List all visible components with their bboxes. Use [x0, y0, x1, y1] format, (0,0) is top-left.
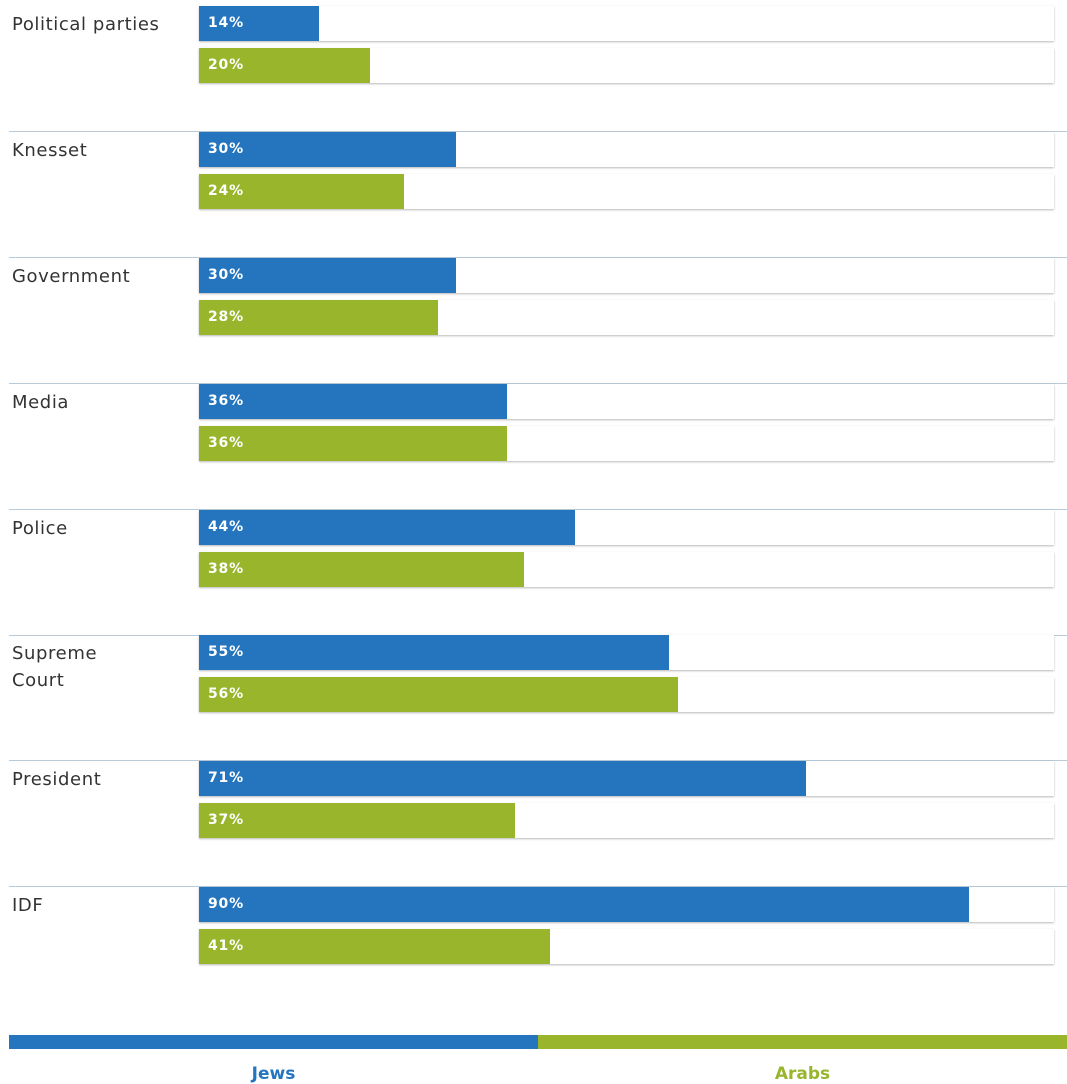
- category-label: President: [12, 766, 182, 793]
- bar-jews: 36%: [199, 384, 507, 419]
- bar-track: 30%: [199, 132, 1054, 167]
- category-row: Government 30% 28%: [9, 258, 1067, 384]
- bar-track: 56%: [199, 677, 1054, 712]
- bar-value-label: 37%: [208, 812, 244, 828]
- category-label-line: Knesset: [12, 140, 88, 161]
- bar-value-label: 36%: [208, 393, 244, 409]
- bar-track: 44%: [199, 510, 1054, 545]
- bar-value-label: 71%: [208, 770, 244, 786]
- bar-arabs: 28%: [199, 300, 438, 335]
- bar-track: 38%: [199, 552, 1054, 587]
- bar-value-label: 38%: [208, 561, 244, 577]
- bar-value-label: 30%: [208, 267, 244, 283]
- legend-swatch-jews: [9, 1035, 538, 1049]
- bar-track: 71%: [199, 761, 1054, 796]
- bar-value-label: 28%: [208, 309, 244, 325]
- bar-arabs: 24%: [199, 174, 404, 209]
- bar-track: 20%: [199, 48, 1054, 83]
- bar-track: 41%: [199, 929, 1054, 964]
- category-label: Government: [12, 263, 182, 290]
- bar-jews: 30%: [199, 258, 456, 293]
- bar-value-label: 41%: [208, 938, 244, 954]
- bar-jews: 55%: [199, 635, 669, 670]
- category-label: Political parties: [12, 11, 182, 38]
- bar-value-label: 20%: [208, 57, 244, 73]
- category-label-line: IDF: [12, 895, 44, 916]
- bar-arabs: 37%: [199, 803, 515, 838]
- category-row: IDF 90% 41%: [9, 887, 1067, 1013]
- bar-value-label: 14%: [208, 15, 244, 31]
- bar-track: 36%: [199, 384, 1054, 419]
- bar-value-label: 30%: [208, 141, 244, 157]
- bar-arabs: 56%: [199, 677, 678, 712]
- bar-arabs: 20%: [199, 48, 370, 83]
- category-label-line: Supreme: [12, 643, 98, 664]
- legend-item-jews: Jews: [9, 1035, 538, 1084]
- bar-value-label: 56%: [208, 686, 244, 702]
- bar-arabs: 38%: [199, 552, 524, 587]
- bar-value-label: 36%: [208, 435, 244, 451]
- bar-track: 37%: [199, 803, 1054, 838]
- bar-track: 36%: [199, 426, 1054, 461]
- bar-jews: 44%: [199, 510, 575, 545]
- category-label: Media: [12, 389, 182, 416]
- category-label: Knesset: [12, 137, 182, 164]
- category-label-line: Political parties: [12, 14, 160, 35]
- category-row: Police 44% 38%: [9, 510, 1067, 636]
- category-label-line: Media: [12, 392, 70, 413]
- bar-arabs: 36%: [199, 426, 507, 461]
- bar-jews: 14%: [199, 6, 319, 41]
- bar-value-label: 55%: [208, 644, 244, 660]
- category-row: Supreme Court 55% 56%: [9, 635, 1067, 761]
- bar-track: 90%: [199, 887, 1054, 922]
- legend-item-arabs: Arabs: [538, 1035, 1067, 1084]
- bar-jews: 71%: [199, 761, 806, 796]
- bar-value-label: 24%: [208, 183, 244, 199]
- legend-swatch-arabs: [538, 1035, 1067, 1049]
- bar-track: 24%: [199, 174, 1054, 209]
- bar-value-label: 90%: [208, 896, 244, 912]
- category-label-line: President: [12, 769, 102, 790]
- legend-label-arabs: Arabs: [774, 1064, 831, 1084]
- category-label: Police: [12, 515, 182, 542]
- category-row: Knesset 30% 24%: [9, 132, 1067, 258]
- bar-track: 30%: [199, 258, 1054, 293]
- bar-track: 55%: [199, 635, 1054, 670]
- category-label: IDF: [12, 892, 182, 919]
- category-label-line: Police: [12, 518, 68, 539]
- bar-jews: 30%: [199, 132, 456, 167]
- category-label-line: Court: [12, 670, 65, 691]
- bar-track: 28%: [199, 300, 1054, 335]
- category-label: Supreme Court: [12, 640, 182, 694]
- bar-jews: 90%: [199, 887, 969, 922]
- bar-track: 14%: [199, 6, 1054, 41]
- category-row: Political parties 14% 20%: [9, 6, 1067, 132]
- category-row: Media 36% 36%: [9, 384, 1067, 510]
- category-label-line: Government: [12, 266, 131, 287]
- bar-value-label: 44%: [208, 519, 244, 535]
- category-row: President 71% 37%: [9, 761, 1067, 887]
- legend-label-jews: Jews: [251, 1064, 296, 1084]
- bar-arabs: 41%: [199, 929, 550, 964]
